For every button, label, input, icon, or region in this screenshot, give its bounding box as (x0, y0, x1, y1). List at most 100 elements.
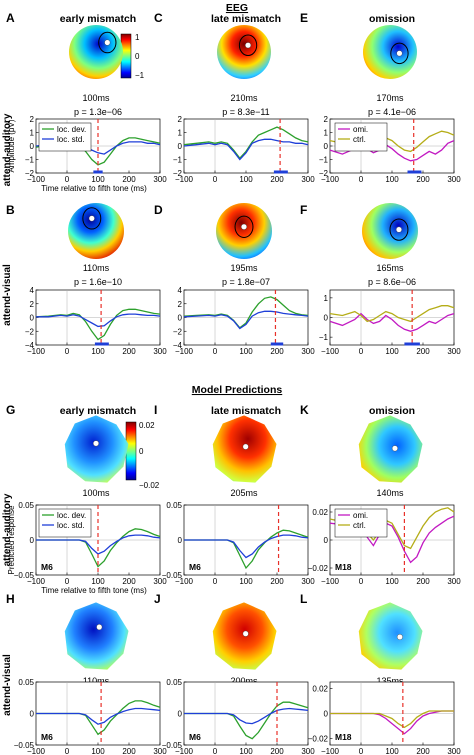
x-tick-label: −100 (175, 347, 194, 356)
model-colorbar-min: −0.02 (139, 481, 160, 490)
electrode-dot (88, 215, 95, 222)
series-line (183, 126, 309, 160)
series-line (184, 534, 309, 559)
latency-label: 195ms (230, 263, 258, 273)
y-tick-label: −2 (25, 327, 35, 336)
series-line (183, 138, 309, 161)
electrode-dot (395, 226, 402, 233)
cluster-contour (389, 218, 409, 241)
p-value: p = 1.6e−10 (74, 277, 122, 287)
scalp-map (64, 415, 129, 483)
model-colorbar: 0.02 0 −0.02 (125, 421, 160, 490)
legend-box (334, 508, 388, 538)
y-tick-label: 0 (324, 142, 329, 151)
electrode-dot (396, 634, 403, 641)
x-tick-label: 200 (416, 747, 430, 755)
panel-letter: L (300, 592, 307, 606)
y-tick-label: −0.05 (14, 741, 35, 750)
x-tick-label: 100 (239, 747, 253, 755)
panel-title: late mismatch (211, 405, 281, 417)
legend-label: ctrl. (353, 521, 366, 530)
panel-title: omission (369, 13, 415, 25)
y-tick-label: −0.05 (162, 741, 183, 750)
row-label-model-auditory: attend-auditory (2, 493, 13, 566)
y-tick-label: −0.05 (162, 571, 183, 580)
x-tick-label: 0 (65, 747, 70, 755)
x-tick-label: 100 (91, 175, 105, 184)
scalp-map (358, 415, 423, 483)
model-colorbar-mid: 0 (139, 447, 144, 456)
x-tick-label: 300 (301, 747, 315, 755)
model-label: M18 (335, 732, 352, 742)
x-tick-label: 200 (122, 347, 136, 356)
panel-letter: C (154, 11, 163, 25)
row-label-eeg-auditory: attend-auditory (2, 113, 13, 186)
latency-label: 210ms (230, 93, 258, 103)
electrode-dot (396, 50, 403, 57)
x-tick-label: 300 (153, 347, 167, 356)
x-tick-label: 200 (122, 747, 136, 755)
latency-label: 100ms (82, 488, 110, 498)
x-tick-label: 300 (301, 577, 315, 586)
y-tick-label: 2 (30, 115, 35, 124)
y-tick-label: −1 (319, 156, 329, 165)
p-value: p = 1.8e−07 (222, 277, 270, 287)
scalp-map (363, 25, 417, 79)
line-plot: −100 0 100 200 300 −0.05 0 0.05 M6 (162, 678, 315, 755)
line-plot: −100 0 100 200 300 −0.05 0 0.05 M6 (162, 501, 315, 586)
x-tick-label: 0 (359, 175, 364, 184)
panel-letter: H (6, 592, 15, 606)
panel-letter: A (6, 11, 15, 25)
x-tick-label: 0 (213, 347, 218, 356)
cluster-contour (98, 31, 117, 54)
y-tick-label: 0 (178, 314, 183, 323)
legend-box (38, 122, 92, 152)
x-tick-label: 0 (359, 347, 364, 356)
panel-d: D 195ms p = 1.8e−07 −100 0 100 200 300 −4 −2 0 2 4 (154, 203, 315, 356)
legend-label: omi. (353, 511, 368, 520)
legend-label: loc. std. (57, 521, 85, 530)
x-tick-label: 200 (416, 175, 430, 184)
legend-label: loc. dev. (57, 511, 86, 520)
y-tick-label: 0 (30, 710, 35, 719)
x-tick-label: 200 (270, 747, 284, 755)
y-tick-label: 4 (30, 286, 35, 295)
y-axis-label: Amplitude (μV) (7, 119, 16, 172)
panel-letter: G (6, 403, 15, 417)
x-tick-label: 100 (385, 577, 399, 586)
x-tick-label: 0 (65, 175, 70, 184)
panel-l: L 135ms −100 0 100 200 300 −0.02 0 0.02 M18 (300, 592, 461, 755)
p-value: p = 4.1e−06 (368, 107, 416, 117)
model-colorbar-max: 0.02 (139, 421, 155, 430)
y-tick-label: −1 (25, 156, 35, 165)
y-tick-label: −0.02 (308, 564, 329, 573)
line-plot: −100 0 100 200 300 −2 −1 0 1 2 (173, 115, 315, 184)
x-tick-label: 0 (65, 347, 70, 356)
y-axis-label: Predicted response (7, 505, 16, 574)
legend-box (334, 122, 388, 152)
panel-letter: I (154, 403, 157, 417)
electrode-dot (391, 445, 398, 452)
x-tick-label: 300 (301, 175, 315, 184)
x-tick-label: 300 (153, 175, 167, 184)
eeg-colorbar-max: 1 (135, 33, 140, 42)
model-label: M6 (41, 562, 53, 572)
latency-label: 110ms (83, 263, 110, 273)
panel-letter: K (300, 403, 309, 417)
y-tick-label: 0.05 (166, 501, 182, 510)
electrode-dot (96, 624, 103, 631)
scalp-map (68, 203, 124, 259)
line-plot: −100 0 100 200 300 −2 −1 0 1 2 omi.ctrl. (319, 115, 461, 184)
y-tick-label: 0 (178, 142, 183, 151)
latency-label: 200ms (230, 676, 258, 686)
y-tick-label: −2 (173, 169, 183, 178)
latency-label: 170ms (376, 93, 404, 103)
panel-title: early mismatch (60, 405, 136, 417)
p-value: p = 8.6e−06 (368, 277, 416, 287)
y-tick-label: −4 (25, 341, 35, 350)
x-tick-label: 100 (385, 175, 399, 184)
